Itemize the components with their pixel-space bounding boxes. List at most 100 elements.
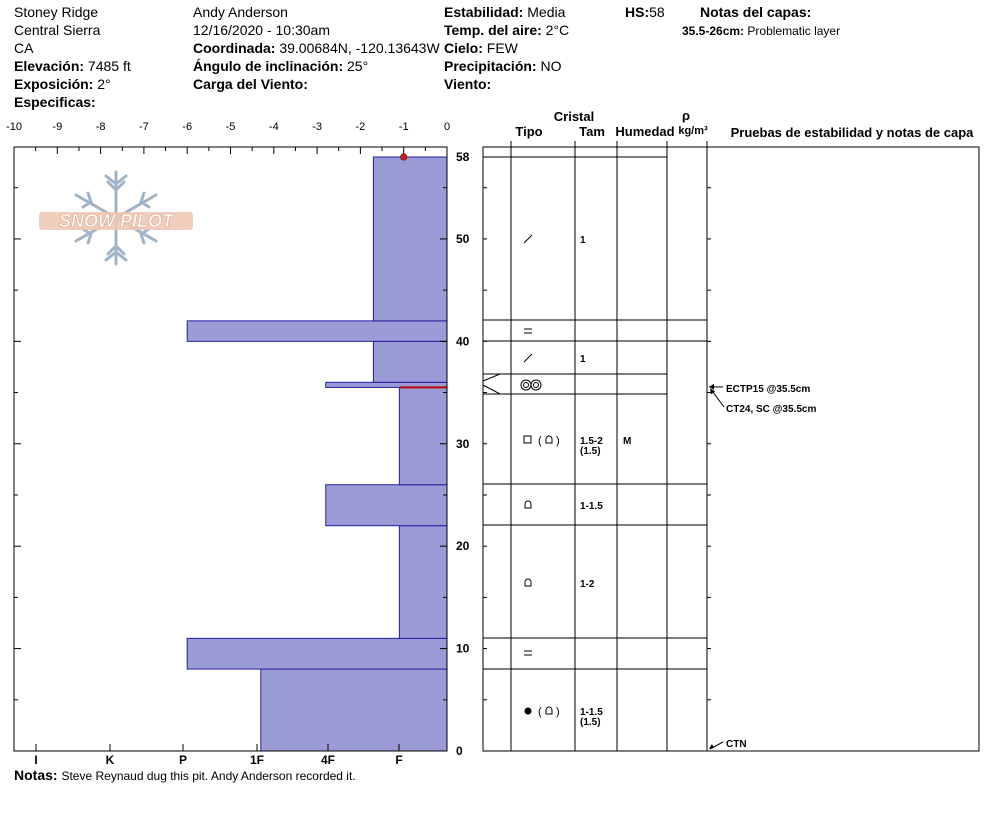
sky-label: Cielo: (444, 40, 483, 56)
hardness-label: F (395, 753, 402, 767)
crystal-header: Cristal (554, 109, 594, 124)
hardness-bar (260, 668, 448, 752)
grain-rounding-facet-symbol (524, 578, 532, 587)
hardness-label: P (179, 753, 187, 767)
grain-size: 1-2 (580, 579, 595, 590)
grain-paren: ) (556, 435, 560, 447)
air-temp-value: 2°C (545, 22, 570, 38)
temp-tick-label: -4 (269, 121, 279, 133)
precip-row: Precipitación: NO (444, 58, 561, 74)
hardness-bar (398, 525, 448, 639)
hardness-bar (186, 637, 448, 670)
type-header: Tipo (515, 124, 542, 139)
snowpilot-logo: SNOW PILOT (39, 170, 193, 266)
depth-tick-label: 40 (456, 334, 470, 348)
slope-row: Ángulo de inclinación: 25° (193, 58, 368, 74)
grain-facet-symbol (523, 435, 532, 444)
slope-label: Ángulo de inclinación: (193, 58, 344, 74)
stability-test-label: ECTP15 @35.5cm (726, 384, 810, 395)
layer-notes-label: Notas del capas: (700, 4, 812, 20)
depth-tick-label: 20 (456, 539, 470, 553)
stability-value: Media (527, 4, 566, 20)
temp-tick-label: -7 (139, 121, 149, 133)
slope-value: 25° (347, 58, 369, 74)
hardness-label: I (34, 753, 37, 767)
grain-size: 1 (580, 354, 586, 365)
depth-tick-label: 0 (456, 744, 463, 758)
grain-rounding-facet-symbol (545, 435, 553, 444)
hardness-label: 4F (321, 753, 335, 767)
elevation-value: 7485 ft (87, 58, 131, 74)
temp-tick-label: 0 (444, 121, 450, 133)
grain-size-sub: (1.5) (580, 717, 601, 728)
depth-tick-label: 50 (456, 232, 470, 246)
sky-value: FEW (486, 40, 518, 56)
grain-fragment-symbol (523, 353, 533, 363)
hs-value: 58 (649, 4, 665, 20)
depth-tick-label: 10 (456, 642, 470, 656)
density-unit-header: kg/m³ (678, 125, 708, 137)
grain-fragment-symbol (523, 234, 533, 244)
connector-line (482, 373, 511, 382)
hardness-bar (372, 340, 448, 383)
hardness-label: K (106, 753, 115, 767)
logo-text: SNOW PILOT (59, 211, 175, 231)
moisture-value: M (623, 436, 631, 447)
stability-test-label: CT24, SC @35.5cm (726, 404, 816, 415)
temp-tick-label: -2 (356, 121, 366, 133)
datetime: 12/16/2020 - 10:30am (193, 22, 330, 38)
test-arrowhead (709, 744, 714, 749)
grain-meltfreeze-symbol (520, 379, 532, 391)
stability-test-label: CTN (726, 739, 747, 750)
grain-meltfreeze-symbol (523, 382, 529, 388)
grain-rounding-facet-symbol (545, 706, 553, 715)
temp-tick-label: -6 (182, 121, 192, 133)
elevation-row: Elevación: 7485 ft (14, 58, 131, 74)
grain-size-sub: (1.5) (580, 446, 601, 457)
grain-size: 1-1.5 (580, 707, 603, 718)
wind-load-label: Carga del Viento: (193, 76, 308, 92)
aspect-label: Exposición: (14, 76, 94, 92)
temperature-point (400, 153, 408, 161)
hardness-bar (186, 320, 448, 342)
coord-label: Coordinada: (193, 40, 276, 56)
table-border (482, 146, 980, 752)
coord-value: 39.00684N, -120.13643W (279, 40, 440, 56)
stability-label: Estabilidad: (444, 4, 524, 20)
connector-line (482, 384, 511, 395)
location: Stoney Ridge (14, 4, 99, 20)
grain-paren: ( (538, 706, 542, 718)
wind-label: Viento: (444, 76, 492, 92)
notes-label: Notas: (14, 767, 58, 783)
temp-tick-label: -10 (6, 121, 22, 133)
layer-note-text: Problematic layer (747, 24, 841, 38)
hs-label: HS: (625, 4, 650, 20)
column-headers: Cristal Tipo Tam Humedad ρ kg/m³ Pruebas… (515, 108, 974, 140)
temp-tick-label: -8 (96, 121, 106, 133)
grain-size: 1.5-2 (580, 436, 603, 447)
notes-row: Notas: Steve Reynaud dug this pit. Andy … (14, 767, 356, 784)
size-header: Tam (579, 124, 605, 139)
sky-row: Cielo: FEW (444, 40, 518, 56)
layer-table: ()()111.5-2(1.5)M1-1.51-21-1.5(1.5)ECTP1… (482, 141, 980, 752)
notes-text: Steve Reynaud dug this pit. Andy Anderso… (61, 769, 356, 783)
temp-tick-label: -5 (226, 121, 236, 133)
aspect-value: 2° (97, 76, 111, 92)
region: Central Sierra (14, 22, 101, 38)
layer-note: 35.5-26cm: Problematic layer (682, 24, 840, 38)
coordinates-row: Coordinada: 39.00684N, -120.13643W (193, 40, 440, 56)
state: CA (14, 40, 34, 56)
grain-paren: ) (556, 706, 560, 718)
hardness-bar (372, 156, 448, 322)
logo-banner (39, 212, 193, 230)
layer-note-range: 35.5-26cm: (682, 24, 745, 38)
tests-header: Pruebas de estabilidad y notas de capa (731, 125, 975, 140)
grain-size: 1-1.5 (580, 501, 603, 512)
test-arrowhead (710, 388, 715, 395)
depth-tick-label: 30 (456, 437, 470, 451)
hardness-bars (186, 153, 448, 752)
grain-size: 1 (580, 235, 586, 246)
grain-paren: ( (538, 435, 542, 447)
